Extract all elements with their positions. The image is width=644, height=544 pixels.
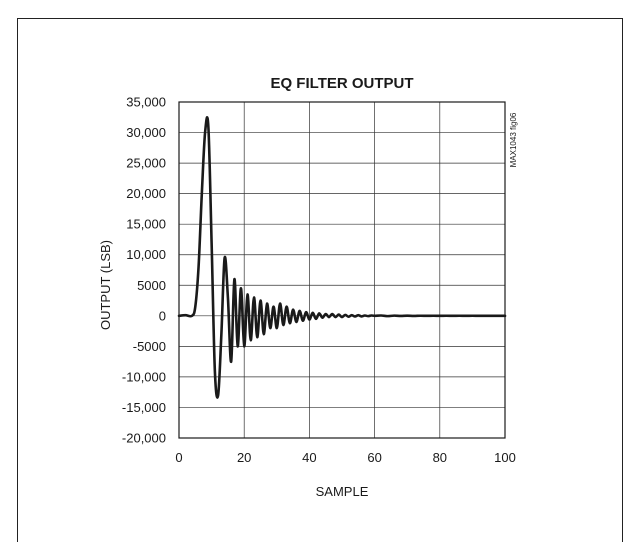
x-tick-label: 100 xyxy=(494,450,516,465)
x-tick-label: 40 xyxy=(302,450,316,465)
y-axis-label: OUTPUT (LSB) xyxy=(98,240,113,330)
x-tick-label: 80 xyxy=(433,450,447,465)
y-tick-label: 10,000 xyxy=(126,247,166,262)
x-tick-label: 60 xyxy=(367,450,381,465)
series-line xyxy=(177,116,507,399)
y-tick-label: 15,000 xyxy=(126,217,166,232)
figure-id-label: MAX1043 fig06 xyxy=(509,112,518,167)
y-tick-label: -15,000 xyxy=(122,400,166,415)
y-tick-label: 5000 xyxy=(137,278,166,293)
y-tick-label: 25,000 xyxy=(126,156,166,171)
x-tick-label: 0 xyxy=(175,450,182,465)
y-tick-label: -10,000 xyxy=(122,369,166,384)
y-tick-label: 20,000 xyxy=(126,186,166,201)
x-axis-label: SAMPLE xyxy=(316,484,369,499)
y-tick-label: 30,000 xyxy=(126,125,166,140)
x-tick-label: 20 xyxy=(237,450,251,465)
figure-frame xyxy=(17,18,623,542)
plot-area-border xyxy=(178,101,506,439)
y-tick-label: 35,000 xyxy=(126,95,166,110)
y-tick-label: -5000 xyxy=(133,339,166,354)
y-tick-label: -20,000 xyxy=(122,431,166,446)
y-tick-label: 0 xyxy=(159,308,166,323)
chart-title: EQ FILTER OUTPUT xyxy=(270,75,413,92)
